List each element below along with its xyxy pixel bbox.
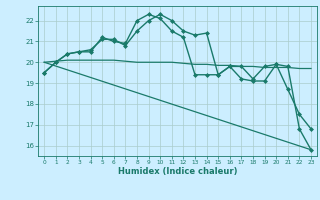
X-axis label: Humidex (Indice chaleur): Humidex (Indice chaleur) (118, 167, 237, 176)
